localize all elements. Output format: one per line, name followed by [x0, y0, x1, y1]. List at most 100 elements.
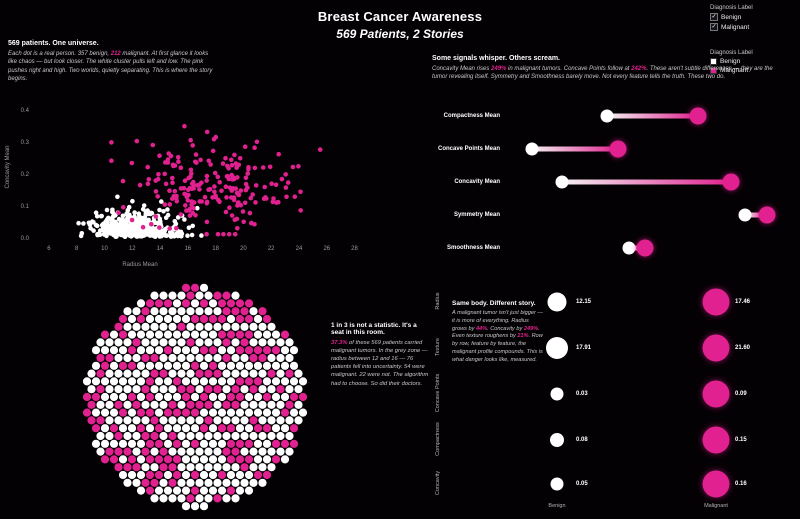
unit-dot-malignant [222, 400, 231, 409]
patient-dot-malignant [242, 144, 248, 149]
unit-dot-malignant [235, 392, 245, 402]
patient-dot-malignant [269, 181, 275, 186]
unit-dot-benign [163, 392, 173, 402]
story-universe-heading: 569 patients. One universe. [8, 40, 99, 47]
color-item-benign: Benign [710, 58, 792, 65]
unit-dot-benign [181, 361, 191, 370]
patient-dot-benign [156, 221, 162, 226]
checkbox-icon[interactable]: ✓ [710, 23, 718, 31]
unit-dot-malignant [96, 353, 105, 363]
patient-dot-benign [142, 215, 148, 220]
patient-dot-benign [94, 214, 100, 219]
patient-dot-benign [141, 203, 147, 208]
patient-dot-malignant [243, 181, 249, 187]
unit-dot-malignant [127, 392, 137, 402]
patient-dot-benign [87, 222, 93, 228]
unit-dot-malignant [141, 478, 150, 487]
unit-dot-benign [217, 408, 227, 417]
unit-dot-benign [114, 338, 123, 347]
unit-dot-benign [150, 338, 159, 347]
text-segment: A malignant tumor isn't just bigger — it… [452, 310, 544, 332]
unit-dot-benign [204, 291, 213, 300]
unit-dot-benign [177, 463, 186, 472]
story-signals-body: Concavity Mean rises 249% in malignant t… [432, 65, 784, 82]
unit-dot-benign [141, 416, 150, 425]
unit-dot-benign [136, 470, 146, 480]
patient-dot-malignant [189, 171, 194, 176]
patient-dot-malignant [146, 177, 152, 182]
unit-dot-benign [240, 322, 249, 331]
malignant-value: 21.60 [735, 345, 751, 351]
patient-dot-malignant [191, 182, 196, 188]
patient-dot-malignant [191, 200, 197, 205]
unit-dot-malignant [114, 322, 123, 331]
text-segment: . Concavity by [487, 325, 524, 332]
unit-dot-malignant [82, 408, 92, 417]
patient-dot-malignant [317, 147, 323, 152]
x-tick-label: 8 [75, 246, 79, 252]
patient-dot-malignant [165, 157, 171, 162]
patient-dot-malignant [195, 183, 200, 188]
unit-dot-benign [168, 494, 177, 503]
unit-dot-malignant [249, 416, 258, 425]
patient-dot-benign [93, 210, 99, 215]
unit-dot-malignant [217, 314, 227, 324]
unit-dot-benign [190, 299, 200, 308]
unit-dot-benign [208, 486, 218, 495]
patient-dot-malignant [190, 143, 195, 148]
unit-dot-benign [280, 392, 290, 402]
patient-dot-malignant [187, 185, 193, 191]
unit-dot-malignant [150, 478, 159, 487]
patient-dot-malignant [212, 184, 217, 189]
unit-dot-benign [186, 431, 195, 441]
patient-dot-benign [118, 224, 123, 229]
filter-item-benign[interactable]: ✓ Benign [710, 13, 792, 21]
patient-dot-malignant [183, 203, 188, 208]
patient-dot-malignant [232, 152, 237, 158]
unit-dot-benign [204, 431, 213, 441]
unit-dot-malignant [136, 314, 146, 324]
unit-dot-benign [208, 330, 218, 339]
story-same-body-heading: Same body. Different story. [452, 300, 536, 307]
unit-dot-benign [123, 431, 132, 441]
unit-dot-benign [91, 361, 101, 370]
unit-dot-malignant [168, 463, 177, 472]
unit-dot-malignant [172, 408, 182, 417]
unit-dot-benign [172, 299, 182, 308]
patient-dot-malignant [247, 210, 253, 216]
unit-dot-benign [177, 353, 186, 363]
unit-dot-benign [190, 502, 200, 511]
patient-dot-malignant [162, 171, 167, 177]
patient-dot-malignant [129, 160, 135, 166]
unit-dot-benign [96, 400, 105, 409]
unit-dot-benign [294, 416, 303, 425]
unit-dot-malignant [298, 392, 308, 402]
filter-item-malignant[interactable]: ✓ Malignant [710, 23, 792, 31]
checkbox-icon[interactable]: ✓ [710, 13, 718, 21]
benign-dot [622, 241, 636, 255]
unit-dot-benign [159, 307, 168, 316]
patient-dot-malignant [204, 231, 209, 237]
unit-dot-benign [231, 494, 240, 503]
patient-dot-malignant [229, 157, 234, 163]
unit-dot-benign [258, 463, 267, 472]
unit-dot-benign [280, 377, 290, 386]
unit-dot-benign [105, 385, 114, 394]
unit-dot-benign [231, 291, 240, 300]
unit-dot-benign [195, 494, 204, 503]
unit-dot-malignant [186, 385, 195, 394]
x-tick-label: 24 [296, 246, 303, 252]
patient-dot-malignant [273, 182, 279, 188]
malignant-circle [702, 334, 730, 362]
patient-dot-benign [161, 209, 166, 214]
unit-dot-malignant [82, 392, 92, 402]
unit-dot-benign [199, 361, 209, 370]
unit-dot-benign [222, 431, 231, 441]
patient-dot-benign [123, 219, 129, 225]
dumbbell-connector [606, 113, 698, 119]
patient-dot-malignant [224, 195, 229, 200]
patient-dot-benign [165, 207, 170, 212]
unit-dot-benign [136, 361, 146, 370]
unit-dot-benign [195, 478, 204, 487]
unit-dot-benign [190, 330, 200, 339]
